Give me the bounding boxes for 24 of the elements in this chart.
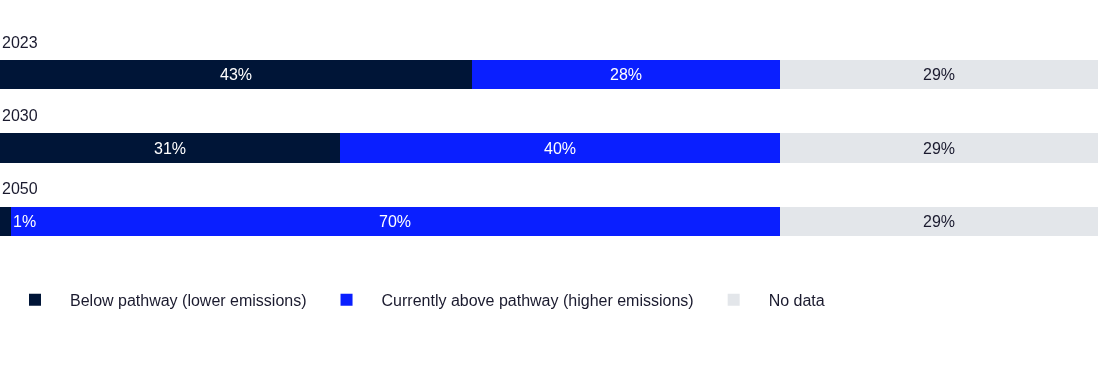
legend-label: No data xyxy=(768,291,825,309)
y-tick-label: 2050 xyxy=(2,180,38,197)
bar xyxy=(10,206,780,236)
data-label: 43% xyxy=(220,66,253,83)
data-label: 40% xyxy=(544,140,577,157)
bar xyxy=(0,60,473,90)
bar xyxy=(779,60,1098,90)
legend-label: Currently above pathway (higher emissions) xyxy=(381,291,694,309)
y-tick-label: 2023 xyxy=(2,34,38,51)
bar xyxy=(340,133,780,163)
bar xyxy=(472,60,780,90)
data-label: 1% xyxy=(13,213,37,230)
data-label: 31% xyxy=(154,140,187,157)
data-label: 29% xyxy=(923,66,956,83)
bar xyxy=(0,206,11,236)
legend-label: Below pathway (lower emissions) xyxy=(70,291,307,309)
y-tick-label: 2030 xyxy=(2,107,38,124)
data-label: 70% xyxy=(379,213,412,230)
bar xyxy=(0,133,341,163)
bar xyxy=(779,133,1098,163)
bar xyxy=(779,206,1098,236)
data-label: 29% xyxy=(923,140,956,157)
data-label: 29% xyxy=(923,213,956,230)
data-label: 28% xyxy=(610,66,643,83)
